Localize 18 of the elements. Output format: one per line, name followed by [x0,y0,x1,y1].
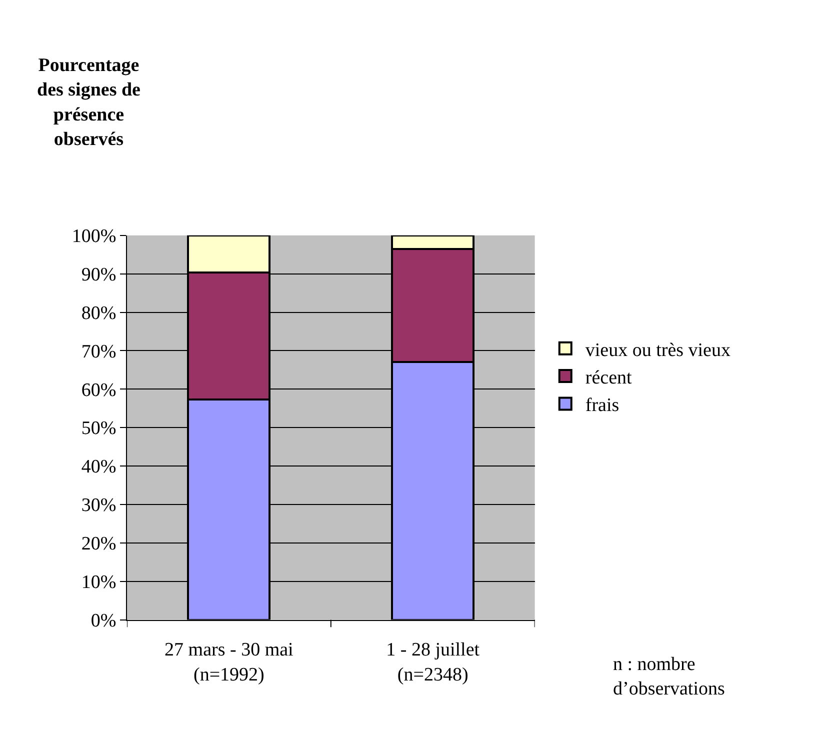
x-tick-label: 1 - 28 juillet (n=2348) [386,640,480,686]
y-tick-label: 20% [81,534,116,555]
legend-label: récent [585,367,633,388]
y-axis-title: Pourcentage des signes de présence observés [37,55,140,150]
y-tick-label: 90% [81,264,116,286]
y-tick-label: 40% [81,456,116,478]
y-tick-label: 100% [72,226,116,248]
y-tick-label: 0% [90,610,116,632]
y-tick-label: 10% [81,572,116,593]
y-tick-label: 50% [81,418,116,440]
y-tick-label: 60% [81,380,116,401]
y-tick-label: 70% [81,341,116,362]
text: n : nombre d’observations [613,654,725,700]
legend-label: frais [585,395,620,416]
legend-label: vieux ou très vieux [585,340,731,361]
x-tick-label: 27 mars - 30 mai (n=1992) [164,640,294,686]
y-tick-label: 30% [81,495,116,516]
y-tick-label: 80% [81,302,116,324]
